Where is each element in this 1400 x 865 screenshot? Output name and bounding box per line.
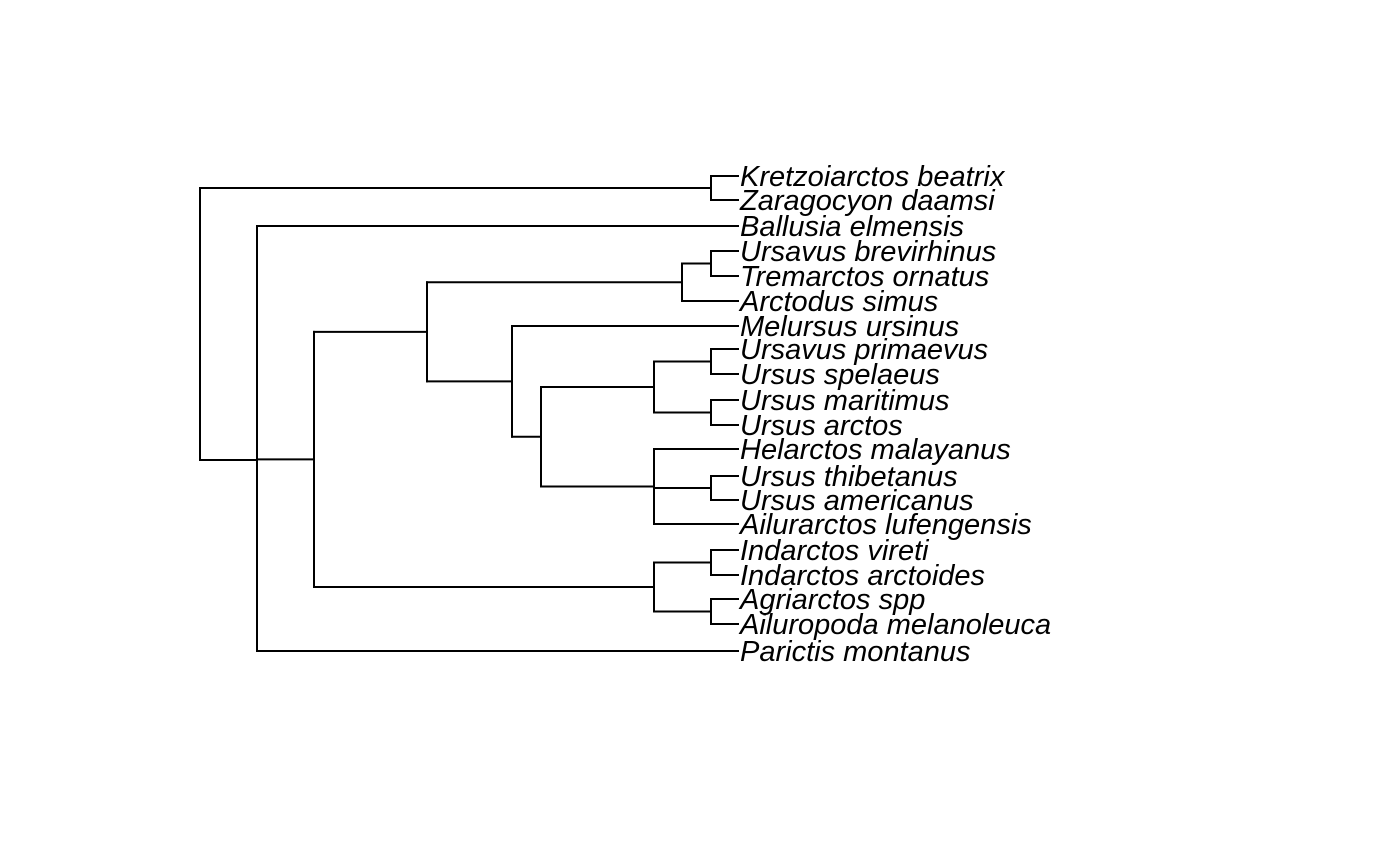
tip-label: Arctodus simus bbox=[738, 286, 938, 318]
tip-label: Ursus spelaeus bbox=[740, 359, 940, 391]
tip-label: Ursavus primaevus bbox=[740, 334, 988, 366]
tip-label: Ursus arctos bbox=[740, 410, 903, 442]
tip-label: Zaragocyon daamsi bbox=[739, 185, 996, 217]
tip-label: Helarctos malayanus bbox=[740, 434, 1011, 466]
tree-branches bbox=[199, 175, 739, 652]
tip-label: Indarctos arctoides bbox=[740, 560, 985, 592]
tip-label: Ailuropoda melanoleuca bbox=[738, 609, 1051, 641]
tip-label: Ursavus brevirhinus bbox=[740, 236, 996, 268]
tip-label: Ursus maritimus bbox=[740, 385, 949, 417]
tip-label: Ailurarctos lufengensis bbox=[738, 509, 1032, 541]
tip-label: Agriarctos spp bbox=[738, 584, 925, 616]
tip-label: Tremarctos ornatus bbox=[740, 261, 989, 293]
tip-label: Melursus ursinus bbox=[740, 311, 959, 343]
tip-label: Ursus thibetanus bbox=[740, 461, 958, 493]
tip-label: Ursus americanus bbox=[740, 485, 974, 517]
tip-label: Indarctos vireti bbox=[740, 535, 930, 567]
tip-label: Ballusia elmensis bbox=[740, 211, 964, 243]
tip-label: Kretzoiarctos beatrix bbox=[740, 161, 1006, 193]
tip-label: Parictis montanus bbox=[740, 636, 971, 668]
